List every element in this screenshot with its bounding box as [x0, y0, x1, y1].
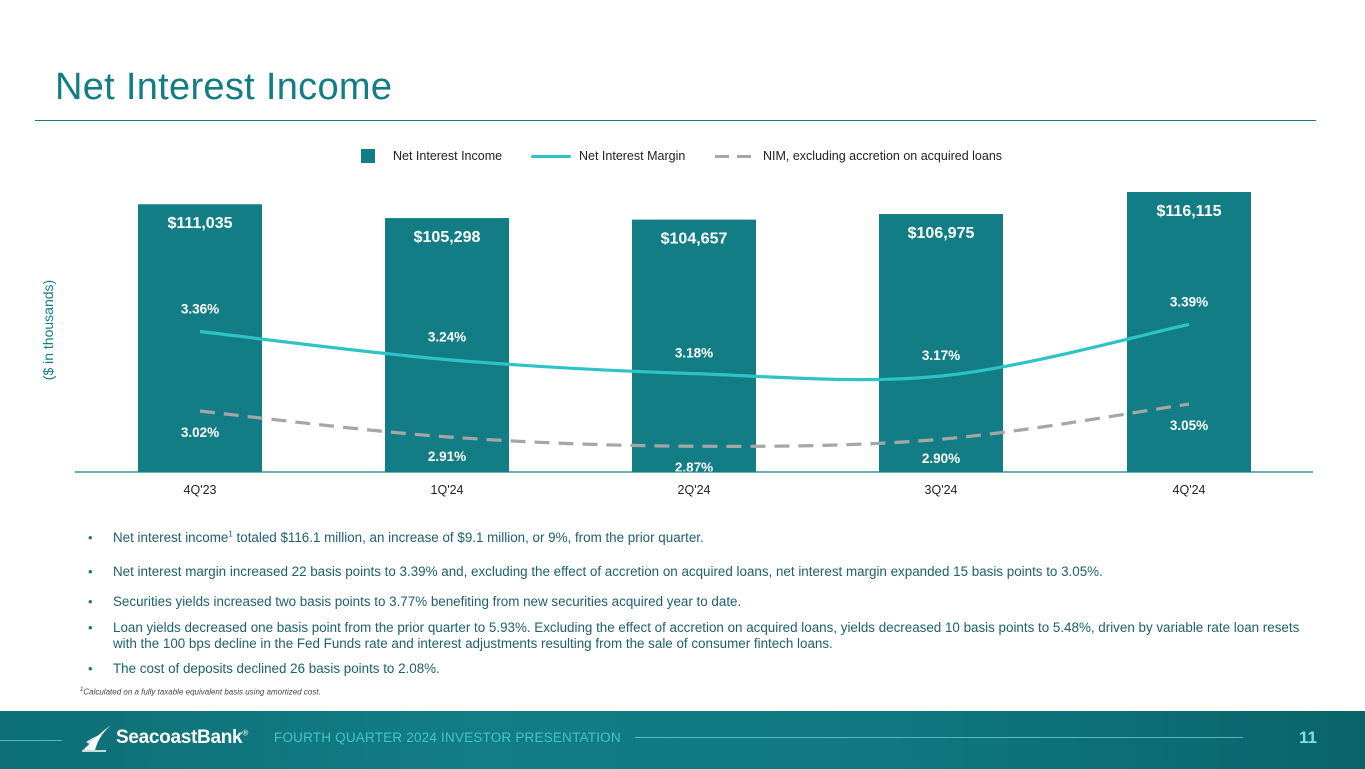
- bar-series: [138, 192, 1251, 472]
- x-tick-label: 4Q'23: [184, 483, 217, 497]
- bullet-item: • Securities yields increased two basis p…: [88, 594, 1318, 610]
- footer-rule-right: [635, 737, 1243, 738]
- line-series: [199, 322, 1190, 448]
- seacoast-bank-logo[interactable]: SeacoastBank®: [82, 724, 248, 752]
- bullet-item: • The cost of deposits declined 26 basis …: [88, 661, 1318, 677]
- x-tick-label: 2Q'24: [678, 483, 711, 497]
- chart-legend: Net Interest Income Net Interest Margin …: [0, 146, 1365, 166]
- legend-swatch-line: [531, 154, 571, 158]
- bar-value-label: $105,298: [414, 229, 481, 246]
- bar-value-label: $106,975: [908, 225, 975, 242]
- bullet-text: Loan yields decreased one basis point fr…: [113, 620, 1300, 651]
- legend-label: NIM, excluding accretion on acquired loa…: [763, 149, 1003, 163]
- bar-value-label: $111,035: [168, 215, 233, 232]
- x-tick-label: 4Q'24: [1173, 483, 1206, 497]
- nim-value-label: 3.36%: [181, 302, 219, 317]
- bullet-item: • Net interest margin increased 22 basis …: [88, 564, 1318, 580]
- bullet-marker: •: [88, 530, 93, 545]
- net-interest-income-chart: $111,035 $105,298 $104,657 $106,975 $116,115…: [75, 192, 1313, 497]
- bar-value-label: $116,115: [1157, 203, 1222, 220]
- bullet-marker: •: [88, 620, 93, 635]
- bullet-text: The cost of deposits declined 26 basis p…: [113, 661, 440, 676]
- x-tick-label: 1Q'24: [431, 483, 464, 497]
- nim-value-label: 3.39%: [1170, 294, 1208, 309]
- nim-excluding-accretion-label: 3.05%: [1170, 418, 1208, 433]
- bar-value-label: $104,657: [661, 231, 728, 248]
- bullet-marker: •: [88, 594, 93, 609]
- bullet-text: totaled $116.1 million, an increase of $…: [232, 530, 704, 545]
- legend-label: Net Interest Income: [393, 149, 503, 163]
- footnote: 1Calculated on a fully taxable equivalen…: [80, 687, 321, 697]
- footer-bar: SeacoastBank® FOURTH QUARTER 2024 INVEST…: [0, 711, 1365, 769]
- legend-swatch-dashed: [715, 154, 755, 158]
- bullet-item: • Loan yields decreased one basis point f…: [88, 620, 1318, 652]
- nim-excluding-accretion-label: 2.90%: [922, 451, 960, 466]
- nim-excluding-accretion-label: 2.87%: [675, 460, 713, 475]
- bar: [632, 219, 756, 472]
- page-number: 11: [1299, 728, 1317, 747]
- nim-value-label: 3.18%: [675, 346, 713, 361]
- nim-value-label: 3.24%: [428, 330, 466, 345]
- nim-excluding-accretion-label: 2.91%: [428, 449, 466, 464]
- bullet-text: Net interest income: [113, 530, 229, 545]
- bullet-marker: •: [88, 661, 93, 676]
- nim-excluding-accretion-line: [199, 402, 1190, 448]
- bullet-text: Securities yields increased two basis po…: [113, 594, 742, 609]
- bullet-text: Net interest margin increased 22 basis p…: [113, 564, 1103, 579]
- bullet-marker: •: [88, 564, 93, 579]
- x-axis: 4Q'23 1Q'24 2Q'24 3Q'24 4Q'24: [75, 471, 1313, 497]
- legend-item-net-interest-income: Net Interest Income: [361, 146, 502, 166]
- bird-logo-icon: [82, 725, 111, 752]
- nim-value-label: 3.17%: [922, 348, 960, 363]
- x-tick-label: 3Q'24: [925, 483, 958, 497]
- footnote-marker: 1: [80, 687, 84, 693]
- nim-excluding-accretion-label: 3.02%: [181, 425, 219, 440]
- legend-item-net-interest-margin: Net Interest Margin: [531, 146, 685, 166]
- data-labels: $111,035 $105,298 $104,657 $106,975 $116,115…: [168, 203, 1222, 475]
- slide-title: Net Interest Income: [55, 66, 393, 108]
- brand-name: SeacoastBank®: [116, 727, 248, 748]
- bar: [385, 218, 509, 472]
- presentation-title: FOURTH QUARTER 2024 INVESTOR PRESENTATIO…: [274, 730, 621, 745]
- bar: [1127, 192, 1251, 472]
- legend-swatch-bar: [361, 149, 375, 163]
- bullet-item: • Net interest income1 totaled $116.1 mil…: [88, 530, 1318, 546]
- net-interest-margin-line: [199, 322, 1190, 382]
- footer-rule-left: [0, 740, 62, 741]
- footnote-reference: 1: [228, 529, 233, 539]
- legend-item-nim-excluding-accretion: NIM, excluding accretion on acquired loa…: [715, 146, 1002, 166]
- title-divider: [35, 120, 1316, 121]
- footnote-text: Calculated on a fully taxable equivalent…: [83, 687, 321, 697]
- bar: [879, 214, 1003, 472]
- legend-label: Net Interest Margin: [579, 149, 686, 163]
